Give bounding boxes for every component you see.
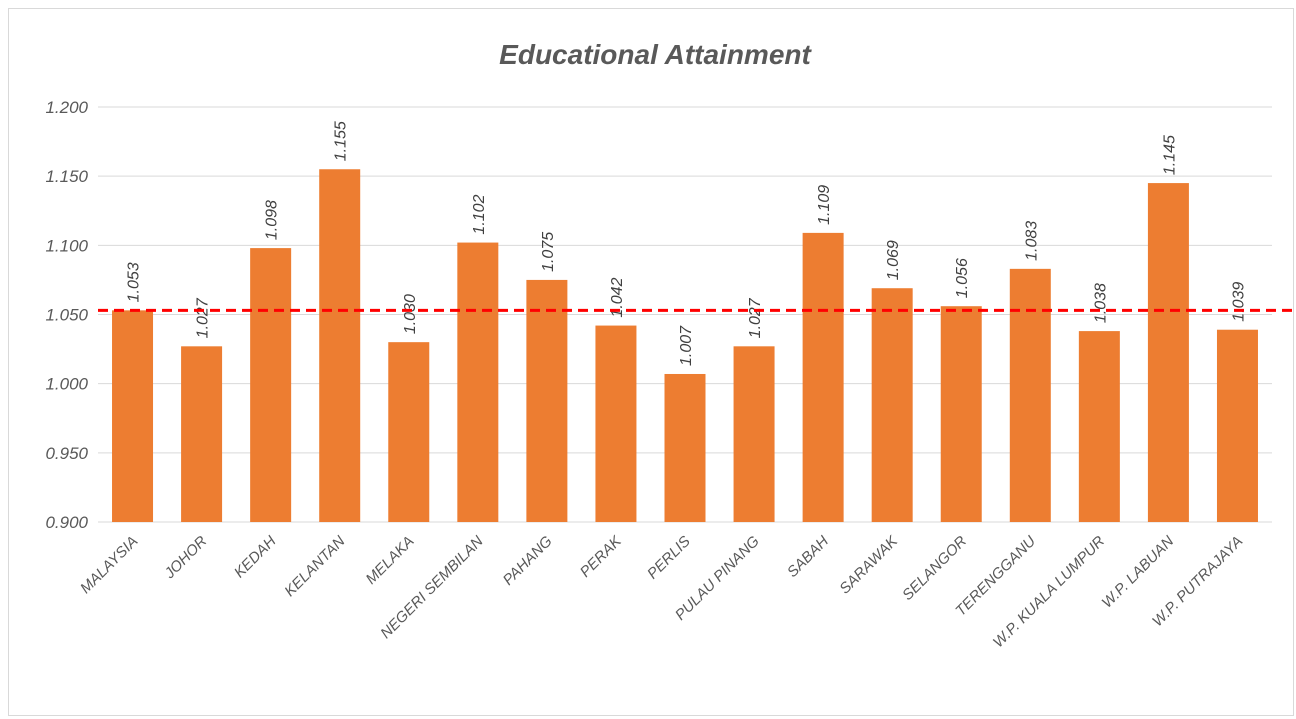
category-label: SABAH [784,533,832,581]
chart-title: Educational Attainment [499,39,812,70]
bar [940,306,982,522]
data-label: 1.038 [1092,283,1109,323]
y-tick-label: 1.200 [45,98,88,117]
data-label: 1.102 [471,194,488,234]
data-label: 1.030 [402,294,419,334]
data-label: 1.083 [1023,221,1040,261]
data-label: 1.007 [678,325,695,366]
category-label: W.P. KUALA LUMPUR [990,533,1108,651]
y-tick-label: 0.900 [45,513,88,532]
data-label: 1.109 [816,185,833,225]
data-label: 1.042 [609,277,626,317]
category-label: PERLIS [644,533,694,583]
category-label: SARAWAK [836,532,901,597]
y-tick-label: 1.150 [45,167,88,186]
bar [733,346,775,522]
bar [457,242,499,523]
data-label: 1.039 [1230,282,1247,322]
data-label: 1.053 [126,262,143,302]
category-label: MALAYSIA [77,533,141,597]
bar [388,342,430,522]
data-label: 1.027 [747,297,764,338]
data-label: 1.069 [885,240,902,280]
y-tick-label: 1.100 [45,236,88,255]
bar [802,232,844,522]
data-label: 1.056 [954,258,971,298]
data-label: 1.075 [540,232,557,272]
bar [1078,331,1120,522]
bar [250,248,292,522]
bar [319,169,361,522]
category-label: PAHANG [500,533,556,589]
category-label: KEDAH [231,533,280,582]
category-label: PERAK [577,532,626,581]
data-label: 1.145 [1161,135,1178,175]
y-axis-ticks: 0.900 0.950 1.000 1.050 1.100 1.150 1.200 [45,98,88,532]
bar [112,310,154,522]
bar [526,279,568,522]
y-tick-label: 0.950 [45,444,88,463]
category-label: W.P. LABUAN [1099,533,1178,612]
bar [1009,268,1051,522]
data-labels: 1.053 1.027 1.098 1.155 1.030 1.102 1.075 1.042… [126,121,1248,366]
data-label: 1.098 [264,200,281,240]
category-label: SELANGOR [899,533,970,604]
bar [181,346,223,522]
category-label: JOHOR [161,533,211,583]
bar [595,325,637,522]
bar [1216,329,1258,522]
y-tick-label: 1.050 [45,306,88,325]
y-tick-label: 1.000 [45,375,88,394]
category-label: KELANTAN [281,533,348,600]
data-label: 1.027 [195,297,212,338]
gridlines [98,106,1272,523]
bar [664,373,706,522]
category-label: MELAKA [363,533,418,588]
bar [1147,183,1189,523]
data-label: 1.155 [333,121,350,161]
bar [871,288,913,522]
